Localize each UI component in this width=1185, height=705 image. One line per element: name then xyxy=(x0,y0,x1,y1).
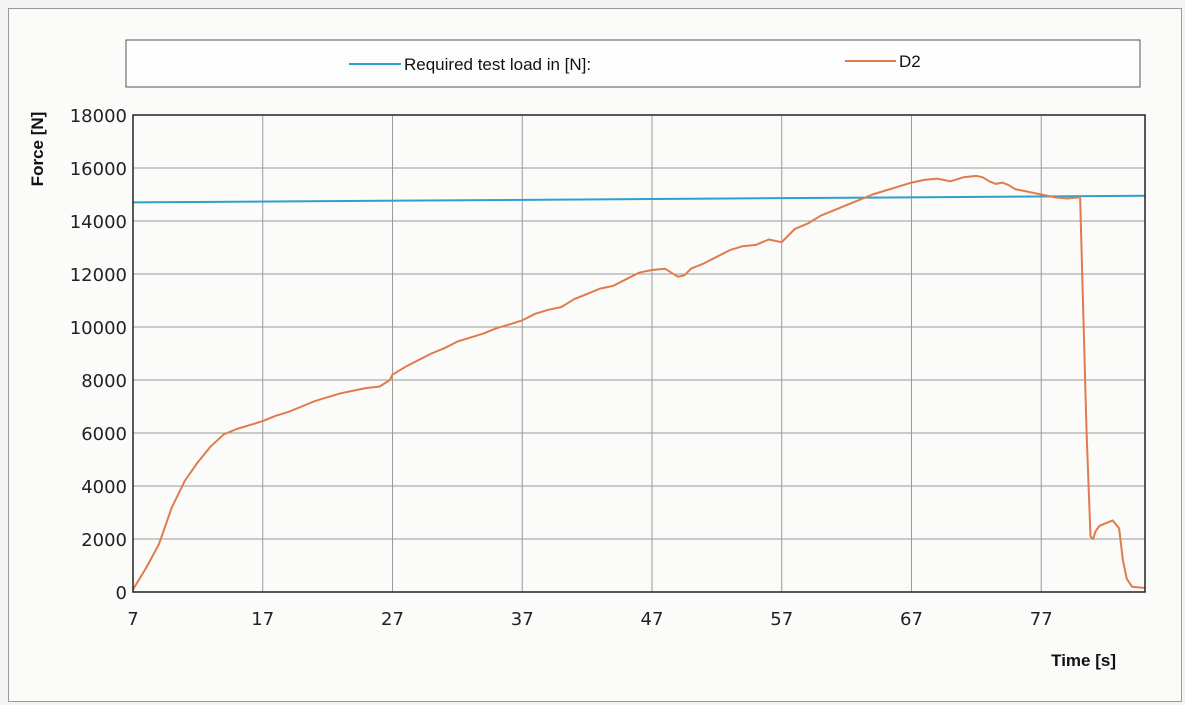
plot-area-border xyxy=(132,114,1146,593)
y-tick-label: 6000 xyxy=(81,424,127,445)
y-tick-label: 8000 xyxy=(81,371,127,392)
y-tick-label: 12000 xyxy=(70,265,127,286)
x-tick-label: 7 xyxy=(127,609,138,630)
y-tick-label: 4000 xyxy=(81,477,127,498)
line-chart: Required test load in [N]: D2 Force [N] … xyxy=(28,39,1146,670)
y-tick-label: 10000 xyxy=(70,318,127,339)
series-line-d2 xyxy=(132,174,1146,590)
x-tick-label: 77 xyxy=(1030,609,1053,630)
y-tick-label: 18000 xyxy=(70,106,127,127)
x-tick-label: 57 xyxy=(770,609,793,630)
series-lines xyxy=(132,174,1146,590)
legend-box xyxy=(125,39,1141,88)
series-line-required-load xyxy=(132,194,1146,204)
y-axis-title: Force [N] xyxy=(28,112,47,187)
y-tick-label: 0 xyxy=(116,583,127,604)
gridlines xyxy=(133,114,1145,592)
legend-label-required-load: Required test load in [N]: xyxy=(404,55,591,74)
y-tick-label: 14000 xyxy=(70,212,127,233)
y-tick-label: 16000 xyxy=(70,159,127,180)
legend-label-d2: D2 xyxy=(899,52,921,71)
y-tick-label: 2000 xyxy=(81,530,127,551)
chart-frame: Required test load in [N]: D2 Force [N] … xyxy=(8,8,1182,702)
x-tick-label: 37 xyxy=(511,609,534,630)
x-tick-label: 67 xyxy=(900,609,923,630)
x-axis-title: Time [s] xyxy=(1051,651,1116,670)
tick-labels: 7 17 27 37 47 57 67 77 0 2000 4000 6000 8000 10000 120… xyxy=(70,106,1053,630)
x-tick-label: 27 xyxy=(381,609,404,630)
x-tick-label: 47 xyxy=(641,609,664,630)
x-tick-label: 17 xyxy=(251,609,274,630)
